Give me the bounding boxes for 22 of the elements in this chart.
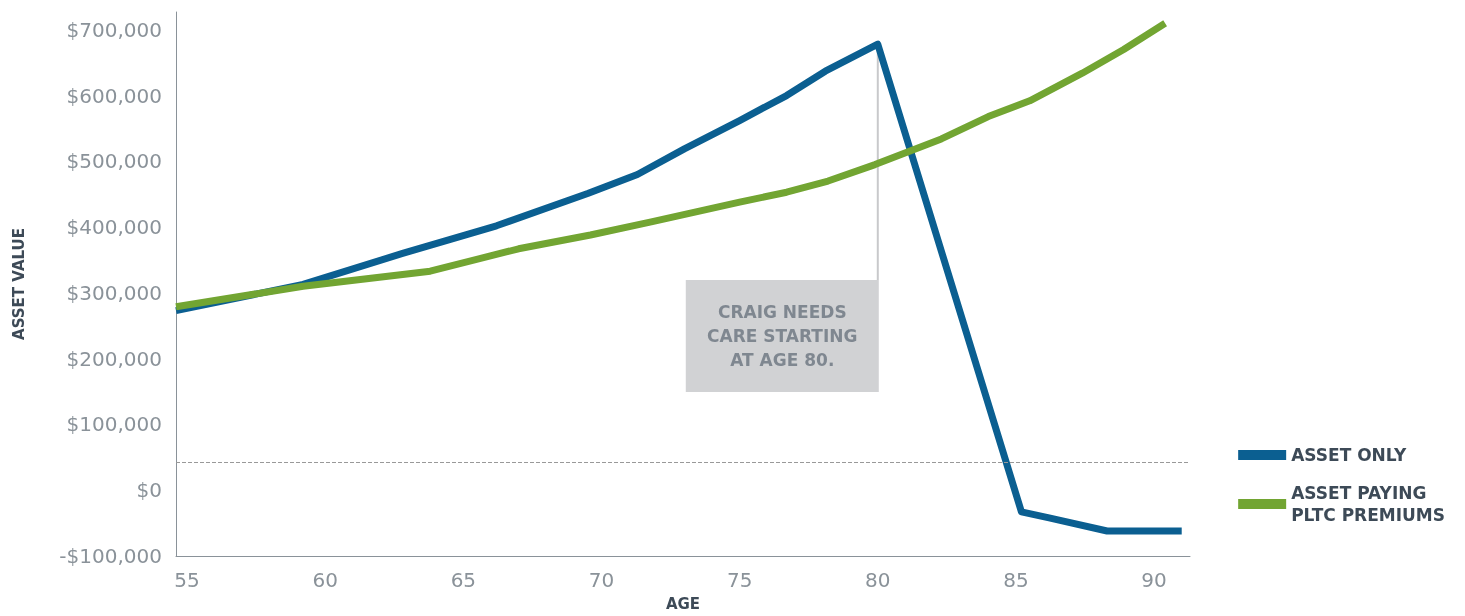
legend-label: ASSET ONLY bbox=[1291, 445, 1408, 465]
x-tick-label: 55 bbox=[174, 568, 200, 592]
x-axis-title: AGE bbox=[665, 594, 701, 613]
x-tick-label: 70 bbox=[588, 568, 615, 592]
y-axis-title: ASSET VALUE bbox=[9, 228, 28, 340]
y-tick-label: -$100,000 bbox=[59, 544, 162, 568]
y-tick-label: $700,000 bbox=[66, 17, 162, 42]
x-tick-label: 65 bbox=[450, 568, 477, 592]
y-tick-label: $600,000 bbox=[66, 83, 162, 108]
x-tick-label: 60 bbox=[312, 568, 338, 592]
y-tick-label: $0 bbox=[136, 478, 162, 503]
x-tick-label: 80 bbox=[865, 568, 891, 592]
x-tick-label: 90 bbox=[1141, 568, 1167, 592]
annotation: CRAIG NEEDS CARE STARTING AT AGE 80. bbox=[707, 302, 858, 370]
x-tick-label: 75 bbox=[726, 568, 753, 592]
x-tick-label: 85 bbox=[1003, 568, 1029, 592]
y-tick-label: $500,000 bbox=[66, 149, 162, 174]
y-tick-label: $200,000 bbox=[66, 346, 162, 371]
y-tick-label: $300,000 bbox=[66, 280, 162, 305]
y-tick-label: $100,000 bbox=[66, 412, 162, 437]
y-tick-label: $400,000 bbox=[66, 215, 162, 240]
legend-label: ASSET PAYING PLTC PREMIUMS bbox=[1291, 483, 1446, 525]
